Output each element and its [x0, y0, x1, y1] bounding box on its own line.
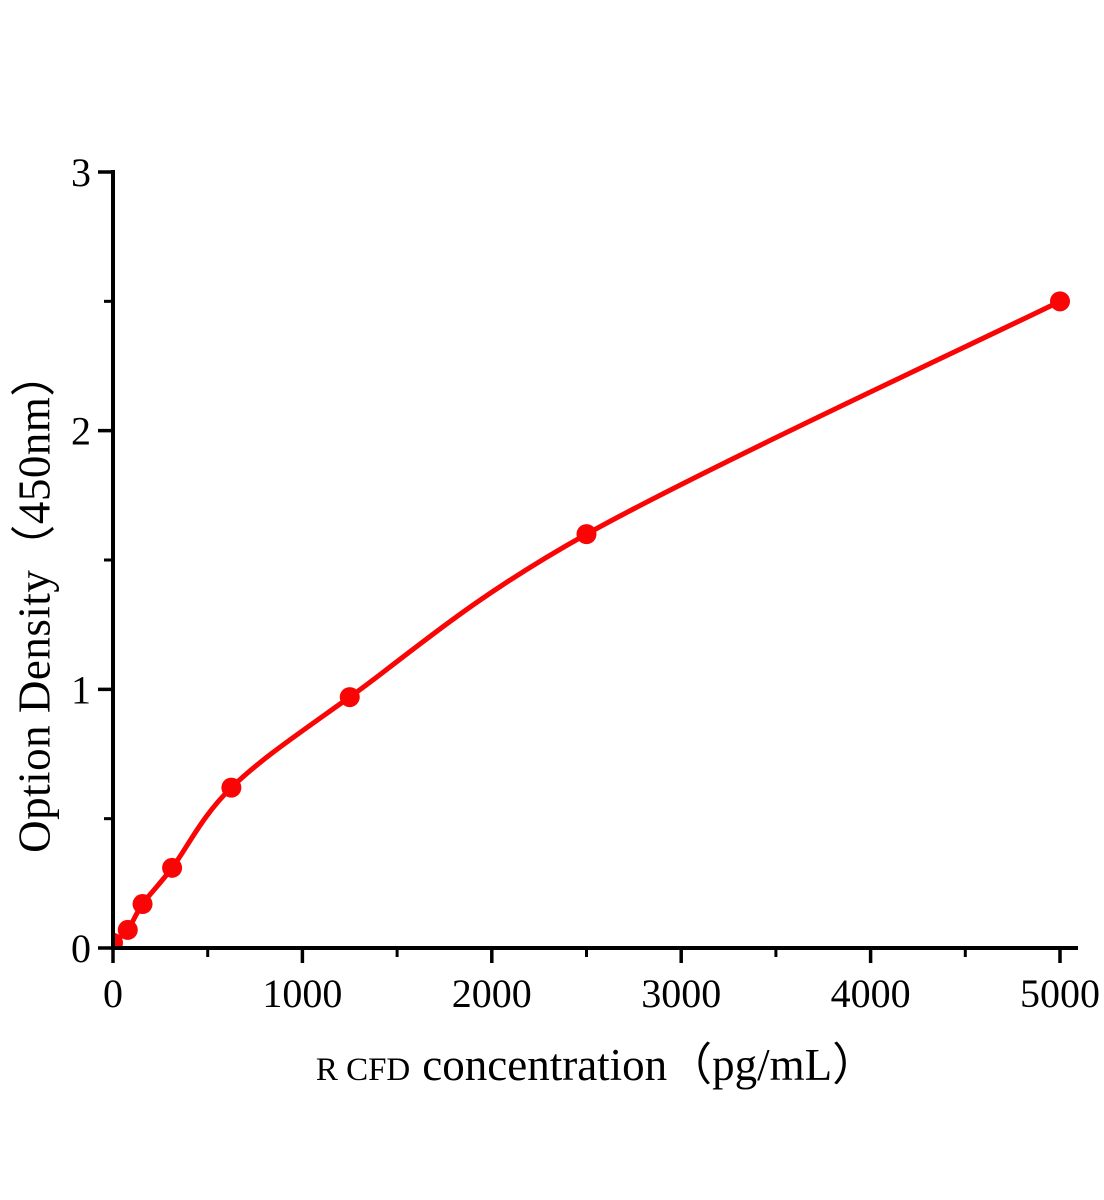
y-tick-label: 1	[71, 667, 91, 712]
x-axis-title: R CFD concentration（pg/mL）	[113, 1028, 1080, 1093]
data-point-marker	[162, 857, 183, 878]
data-point-marker	[576, 524, 597, 545]
data-point-marker	[117, 919, 138, 940]
x-tick-label: 2000	[452, 971, 532, 1016]
y-tick-label: 2	[71, 409, 91, 454]
standard-curve-line	[115, 299, 1062, 945]
data-point-marker	[115, 933, 123, 946]
series-standard-curve	[115, 291, 1070, 946]
x-tick-label: 4000	[831, 971, 911, 1016]
x-tick-label: 5000	[1020, 971, 1100, 1016]
x-tick-label: 3000	[641, 971, 721, 1016]
x-axis-title-prefix: R CFD	[315, 1052, 411, 1088]
x-tick-label: 1000	[262, 971, 342, 1016]
x-axis-title-main: concentration（pg/mL）	[422, 1040, 878, 1090]
data-point-marker	[1050, 291, 1070, 312]
y-tick-label: 0	[71, 926, 91, 971]
x-tick-label: 0	[103, 971, 123, 1016]
data-point-marker	[221, 777, 242, 798]
y-axis-title: Option Density（450nm）	[9, 351, 60, 853]
data-point-marker	[132, 894, 153, 915]
data-point-marker	[339, 687, 360, 708]
y-tick-label: 3	[71, 150, 91, 195]
